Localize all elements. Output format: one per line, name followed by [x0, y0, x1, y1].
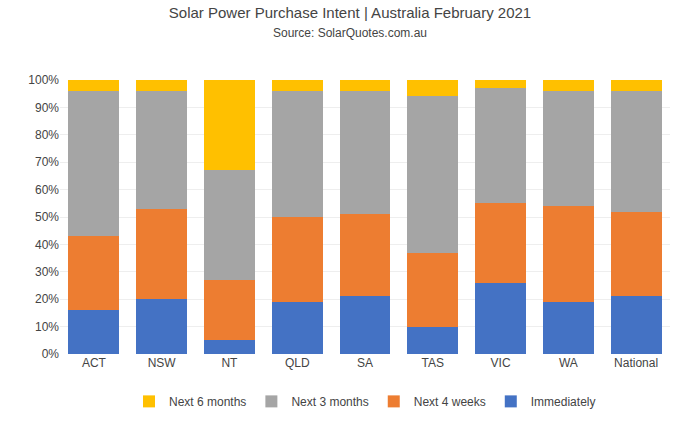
svg-text:VIC: VIC — [491, 356, 511, 370]
svg-text:ACT: ACT — [82, 356, 107, 370]
svg-text:WA: WA — [559, 356, 578, 370]
svg-text:TAS: TAS — [422, 356, 444, 370]
svg-text:Next 4 weeks: Next 4 weeks — [414, 395, 486, 409]
svg-text:70%: 70% — [35, 155, 59, 169]
svg-text:Next 3 months: Next 3 months — [291, 395, 368, 409]
svg-text:0%: 0% — [42, 347, 60, 361]
svg-text:100%: 100% — [28, 73, 59, 87]
svg-text:60%: 60% — [35, 183, 59, 197]
svg-text:Next 6 months: Next 6 months — [169, 395, 246, 409]
svg-text:50%: 50% — [35, 210, 59, 224]
svg-text:20%: 20% — [35, 292, 59, 306]
svg-text:Solar Power Purchase Intent |: Solar Power Purchase Intent | Australia … — [169, 4, 531, 41]
svg-text:10%: 10% — [35, 320, 59, 334]
svg-text:SA: SA — [357, 356, 373, 370]
svg-text:90%: 90% — [35, 101, 59, 115]
svg-text:Immediately: Immediately — [531, 395, 596, 409]
svg-text:40%: 40% — [35, 238, 59, 252]
svg-text:NSW: NSW — [148, 356, 177, 370]
svg-text:QLD: QLD — [285, 356, 310, 370]
svg-text:NT: NT — [221, 356, 238, 370]
svg-text:National: National — [614, 356, 658, 370]
svg-text:80%: 80% — [35, 128, 59, 142]
svg-text:30%: 30% — [35, 265, 59, 279]
